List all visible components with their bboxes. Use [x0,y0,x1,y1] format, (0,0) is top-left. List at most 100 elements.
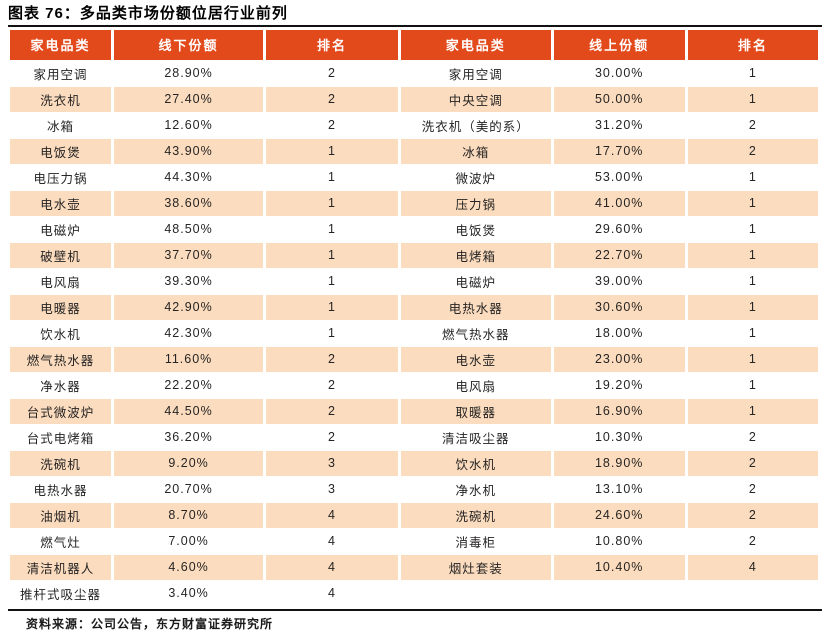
online-share-cell: 10.30% [550,424,687,450]
table-row: 家用空调 28.90% 2 家用空调 30.00% 1 [10,60,818,86]
table-row: 饮水机 42.30% 1 燃气热水器 18.00% 1 [10,320,818,346]
offline-rank-cell: 4 [263,502,400,528]
category-offline-cell: 破壁机 [10,242,113,268]
source-note: 资料来源：公司公告，东方财富证券研究所 [26,617,274,631]
column-header: 家电品类 [397,30,553,60]
category-online-cell: 中央空调 [397,86,553,112]
table-row: 电热水器 20.70% 3 净水机 13.10% 2 [10,476,818,502]
offline-share-cell: 4.60% [111,554,265,580]
offline-share-cell: 48.50% [111,216,265,242]
table-row: 油烟机 8.70% 4 洗碗机 24.60% 2 [10,502,818,528]
table-row: 冰箱 12.60% 2 洗衣机（美的系） 31.20% 2 [10,112,818,138]
offline-share-cell: 42.90% [111,294,265,320]
category-online-cell: 压力锅 [397,190,553,216]
online-rank-cell: 1 [684,190,818,216]
category-online-cell: 电烤箱 [397,242,553,268]
offline-rank-cell: 1 [263,268,400,294]
table-row: 电暖器 42.90% 1 电热水器 30.60% 1 [10,294,818,320]
category-offline-cell: 电磁炉 [40,223,81,238]
column-header: 线上份额 [550,30,687,60]
offline-rank-cell: 1 [263,294,400,320]
category-offline-cell: 燃气热水器 [10,346,113,372]
offline-rank-cell: 3 [263,450,400,476]
offline-rank-cell: 1 [263,242,400,268]
offline-rank-cell: 2 [263,372,400,398]
column-header: 线下份额 [111,30,265,60]
online-share-cell: 13.10% [550,476,687,502]
category-online-cell: 电热水器 [397,294,553,320]
category-offline-cell: 电水壶 [10,190,113,216]
offline-share-cell: 38.60% [111,190,265,216]
offline-share-cell: 20.70% [111,476,265,502]
online-rank-cell: 2 [684,112,818,138]
online-rank-cell: 1 [684,268,818,294]
category-offline-cell: 电饭煲 [10,138,113,164]
online-share-cell: 39.00% [550,268,687,294]
category-online-cell: 消毒柜 [397,528,553,554]
table-row: 洗衣机 27.40% 2 中央空调 50.00% 1 [10,86,818,112]
offline-share-cell: 28.90% [111,60,265,86]
category-online-cell: 电磁炉 [397,268,553,294]
category-online-cell: 清洁吸尘器 [397,424,553,450]
offline-share-cell: 37.70% [111,242,265,268]
figure-title: 图表 76：多品类市场份额位居行业前列 [8,5,288,22]
table-row: 电压力锅 44.30% 1 微波炉 53.00% 1 [10,164,818,190]
offline-share-cell: 3.40% [111,580,265,606]
online-rank-cell: 2 [684,424,818,450]
category-online-cell: 洗衣机（美的系） [397,112,553,138]
table-row: 电磁炉 48.50% 1 电饭煲 29.60% 1 [10,216,818,242]
category-online-cell [397,580,553,606]
offline-share-cell: 39.30% [111,268,265,294]
online-share-cell: 23.00% [550,346,687,372]
offline-share-cell: 7.00% [111,528,265,554]
category-offline-cell: 冰箱 [47,119,75,134]
title-divider [8,25,822,27]
offline-share-cell: 43.90% [111,138,265,164]
online-share-cell: 30.60% [550,294,687,320]
online-share-cell: 24.60% [550,502,687,528]
category-online-cell: 微波炉 [397,164,553,190]
category-online-cell: 烟灶套装 [397,554,553,580]
offline-share-cell: 44.50% [111,398,265,424]
category-online-cell: 净水机 [397,476,553,502]
category-online-cell: 洗碗机 [397,502,553,528]
online-rank-cell: 2 [684,528,818,554]
category-offline-cell: 洗衣机 [10,86,113,112]
category-offline-cell: 电热水器 [33,483,88,498]
table-row: 洗碗机 9.20% 3 饮水机 18.90% 2 [10,450,818,476]
online-share-cell: 31.20% [550,112,687,138]
online-rank-cell: 4 [684,554,818,580]
table-row: 破壁机 37.70% 1 电烤箱 22.70% 1 [10,242,818,268]
online-share-cell: 41.00% [550,190,687,216]
offline-rank-cell: 1 [263,164,400,190]
online-share-cell: 19.20% [550,372,687,398]
offline-share-cell: 36.20% [111,424,265,450]
table-row: 台式电烤箱 36.20% 2 清洁吸尘器 10.30% 2 [10,424,818,450]
category-online-cell: 家用空调 [397,60,553,86]
category-online-cell: 电饭煲 [397,216,553,242]
category-online-cell: 电水壶 [397,346,553,372]
offline-share-cell: 11.60% [111,346,265,372]
offline-rank-cell: 1 [263,190,400,216]
online-rank-cell: 2 [684,450,818,476]
table-row: 推杆式吸尘器 3.40% 4 [10,580,818,606]
table-row: 燃气热水器 11.60% 2 电水壶 23.00% 1 [10,346,818,372]
online-share-cell: 16.90% [550,398,687,424]
table-header-row: 家电品类 线下份额 排名 家电品类 线上份额 排名 [10,30,818,60]
offline-share-cell: 27.40% [111,86,265,112]
table-row: 燃气灶 7.00% 4 消毒柜 10.80% 2 [10,528,818,554]
table-row: 电饭煲 43.90% 1 冰箱 17.70% 2 [10,138,818,164]
online-rank-cell: 1 [684,216,818,242]
online-share-cell: 10.40% [550,554,687,580]
online-rank-cell [684,580,818,606]
online-rank-cell: 1 [684,398,818,424]
online-share-cell: 29.60% [550,216,687,242]
category-online-cell: 电风扇 [397,372,553,398]
column-header: 家电品类 [10,30,113,60]
offline-rank-cell: 1 [263,138,400,164]
offline-rank-cell: 1 [263,216,400,242]
category-offline-cell: 清洁机器人 [10,554,113,580]
online-share-cell [550,580,687,606]
offline-rank-cell: 3 [263,476,400,502]
